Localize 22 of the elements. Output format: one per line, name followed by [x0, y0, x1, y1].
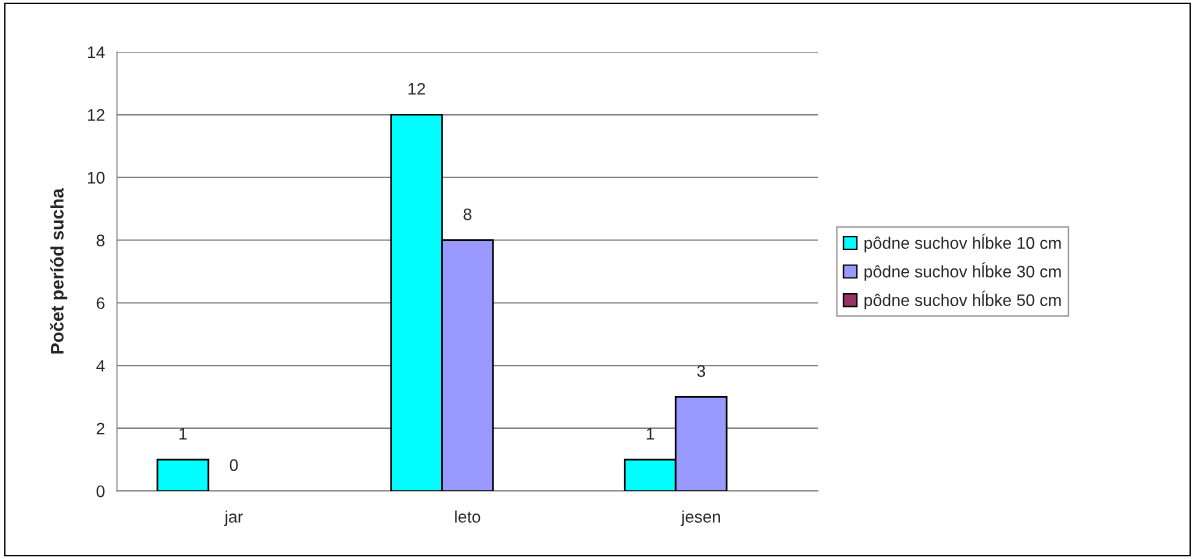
y-tick-label: 2	[96, 422, 105, 435]
y-tick-label: 4	[96, 360, 105, 372]
legend-label: pôdne suchov hĺbke 10 cm	[864, 233, 1061, 253]
x-tick-label: leto	[455, 510, 481, 523]
y-tick-label: 10	[87, 171, 105, 184]
data-label: 12	[408, 82, 425, 95]
x-tick-label: jar	[224, 510, 243, 526]
y-tick-label: 6	[96, 297, 105, 310]
x-tick-label: jesen	[680, 510, 721, 526]
y-tick-label: 8	[96, 234, 105, 247]
data-label: 1	[646, 428, 655, 440]
y-tick-label: 14	[87, 46, 105, 59]
legend-label: pôdne suchov hĺbke 30 cm	[864, 262, 1061, 281]
y-tick-label: 12	[87, 109, 105, 121]
y-tick-label: 0	[96, 485, 105, 498]
bar	[156, 458, 210, 491]
y-axis-title: Počet períód sucha	[49, 188, 68, 354]
data-label: 3	[697, 365, 706, 377]
data-label: 1	[179, 428, 187, 440]
legend-label: pôdne suchov hĺbke 50 cm	[864, 290, 1061, 310]
data-label: 0	[229, 459, 238, 472]
data-label: 8	[463, 208, 472, 221]
